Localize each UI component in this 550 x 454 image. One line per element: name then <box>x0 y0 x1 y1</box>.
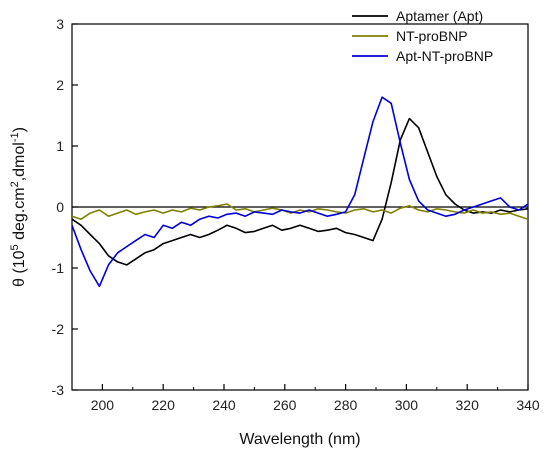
series-line <box>71 203 529 220</box>
y-tick-label: 3 <box>56 16 64 32</box>
y-tick-label: 0 <box>56 199 64 215</box>
series-line <box>71 117 529 266</box>
x-tick-label: 220 <box>152 397 176 413</box>
x-tick-label: 320 <box>456 397 480 413</box>
series-line <box>71 96 529 288</box>
y-axis-title-superscript: 2 <box>9 181 21 187</box>
y-axis-title-part: θ (10 <box>11 250 28 287</box>
x-tick-label: 240 <box>212 397 236 413</box>
x-tick-label: 300 <box>395 397 419 413</box>
y-axis-title-part: deg.cm <box>11 187 28 244</box>
x-axis-ticks: 200 220 240 260 280 300 320 340 <box>71 384 540 413</box>
y-tick-label: -3 <box>52 382 65 398</box>
series-lines <box>71 96 529 288</box>
x-tick-label: 340 <box>516 397 540 413</box>
y-tick-label: -1 <box>52 260 65 276</box>
y-tick-label: 1 <box>56 138 64 154</box>
legend-label: Aptamer (Apt) <box>396 8 483 24</box>
y-axis-ticks: -3 -2 -1 0 1 2 3 <box>52 16 78 398</box>
legend-label: Apt-NT-proBNP <box>396 48 493 64</box>
legend: Aptamer (Apt) NT-proBNP Apt-NT-proBNP <box>352 8 493 64</box>
y-tick-label: -2 <box>52 321 65 337</box>
x-tick-label: 200 <box>91 397 115 413</box>
y-axis-title: θ (105 deg.cm2,dmol-1) <box>9 127 28 287</box>
x-axis-title: Wavelength (nm) <box>239 431 360 448</box>
x-tick-label: 280 <box>334 397 358 413</box>
y-axis-title-superscript: -1 <box>9 132 21 142</box>
y-axis-title-part: ) <box>11 127 28 132</box>
x-tick-label: 260 <box>273 397 297 413</box>
y-axis-title-superscript: 5 <box>9 244 21 250</box>
y-axis-title-part: ,dmol <box>11 142 28 181</box>
legend-label: NT-proBNP <box>396 28 468 44</box>
y-tick-label: 2 <box>56 77 64 93</box>
